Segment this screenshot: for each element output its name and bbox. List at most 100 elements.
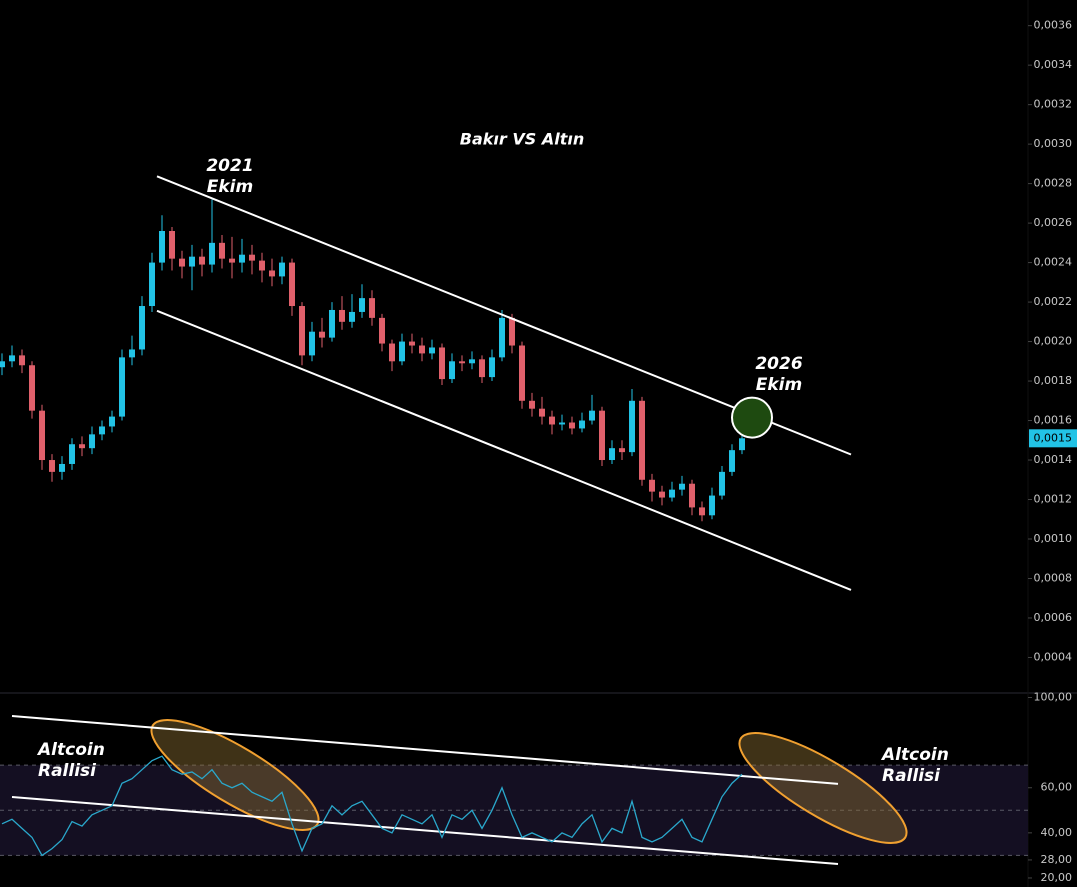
candle-body [419,345,425,354]
y-tick-label: 0,0018 [1034,374,1073,387]
trend-line [11,715,839,785]
candle-body [429,347,435,354]
y-tick-label: 0,0036 [1034,19,1073,32]
highlight-ellipse [738,732,908,844]
candle-body [279,262,285,277]
y-tick-label: 60,00 [1041,781,1073,794]
candle-body [589,410,595,421]
candle-body [569,422,575,429]
candle-body [659,491,665,498]
trend-line [156,309,852,591]
candle-body [679,483,685,490]
annotation: Rallisi [882,766,941,786]
candle-body [0,361,6,368]
candle-body [469,359,475,364]
candle-body [389,343,395,362]
candle-body [669,489,675,498]
candle-body [159,231,165,263]
annotation: Altcoin [880,745,949,765]
y-tick-label: 0,0010 [1034,532,1073,545]
y-tick-label: 0,0004 [1034,650,1073,663]
candle-body [559,422,565,425]
y-tick-label: 0,0028 [1034,177,1073,190]
candle-body [369,298,375,318]
y-tick-label: 0,0008 [1034,571,1073,584]
candle-body [449,361,455,380]
candle-body [489,357,495,378]
candle-body [689,483,695,508]
y-tick-label: 0,0014 [1034,453,1073,466]
candle-body [539,408,545,417]
rsi-pane: 100,0060,0040,0028,0020,00AltcoinRallisi… [0,691,1072,884]
candle-body [459,361,465,364]
candle-body [329,309,335,338]
candle-body [719,471,725,496]
y-tick-label: 0,0006 [1034,611,1073,624]
candle-body [79,444,85,449]
candle-body [739,438,745,451]
candle-body [549,416,555,425]
chart-title: Bakır VS Altın [460,130,584,149]
trend-line [11,795,839,865]
annotation: Ekim [207,177,253,197]
candle-body [69,444,75,464]
y-tick-label: 0,0016 [1034,414,1073,427]
candle-body [39,410,45,461]
candle-body [89,434,95,449]
candle-body [199,256,205,265]
candle-body [619,448,625,453]
candle-body [359,298,365,312]
candle-body [19,355,25,366]
candle-body [129,349,135,358]
candle-body [349,311,355,322]
candle-body [729,450,735,472]
candle-body [379,317,385,344]
candle-body [59,463,65,472]
candle-body [479,359,485,378]
y-tick-label: 0,0020 [1034,335,1073,348]
candle-body [119,357,125,417]
candle-body [639,400,645,480]
candle-body [289,262,295,307]
candle-body [399,341,405,362]
y-tick-label: 0,0022 [1034,295,1073,308]
candle-body [709,495,715,516]
candle-body [29,365,35,411]
y-tick-label: 0,0026 [1034,216,1073,229]
candle-body [179,258,185,267]
last-price-tag [1029,429,1077,448]
candle-body [169,231,175,259]
price-pane: 0,0004 0,0006 0,0008 0,0010 0,0012 0,0014 0,00… [0,19,1077,663]
candle-body [609,448,615,461]
annotation: 2021 [206,156,253,176]
candle-body [49,460,55,472]
y-tick-label: 100,00 [1034,691,1073,704]
annotation: Ekim [756,375,802,395]
last-price-label: 0,0015 [1034,431,1073,444]
candle-body [319,331,325,338]
candle-body [649,479,655,492]
annotation: Altcoin [36,740,105,760]
candle-body [109,416,115,427]
candle-body [139,306,145,350]
annotation: Rallisi [38,761,97,781]
highlight-circle [731,396,773,439]
candle-body [699,507,705,516]
candle-body [239,254,245,263]
candle-body [409,341,415,346]
candle-body [149,262,155,307]
candle-body [229,258,235,263]
highlight-ellipse [150,719,320,831]
y-tick-label: 20,00 [1041,871,1073,884]
candle-body [519,345,525,401]
rsi-line [1,755,743,857]
y-tick-label: 0,0024 [1034,256,1073,269]
y-tick-label: 0,0034 [1034,58,1073,71]
y-tick-label: 0,0030 [1034,137,1073,150]
candle-body [579,420,585,429]
candle-body [529,400,535,409]
y-tick-label: 40,00 [1041,826,1073,839]
y-tick-label: 0,0012 [1034,493,1073,506]
